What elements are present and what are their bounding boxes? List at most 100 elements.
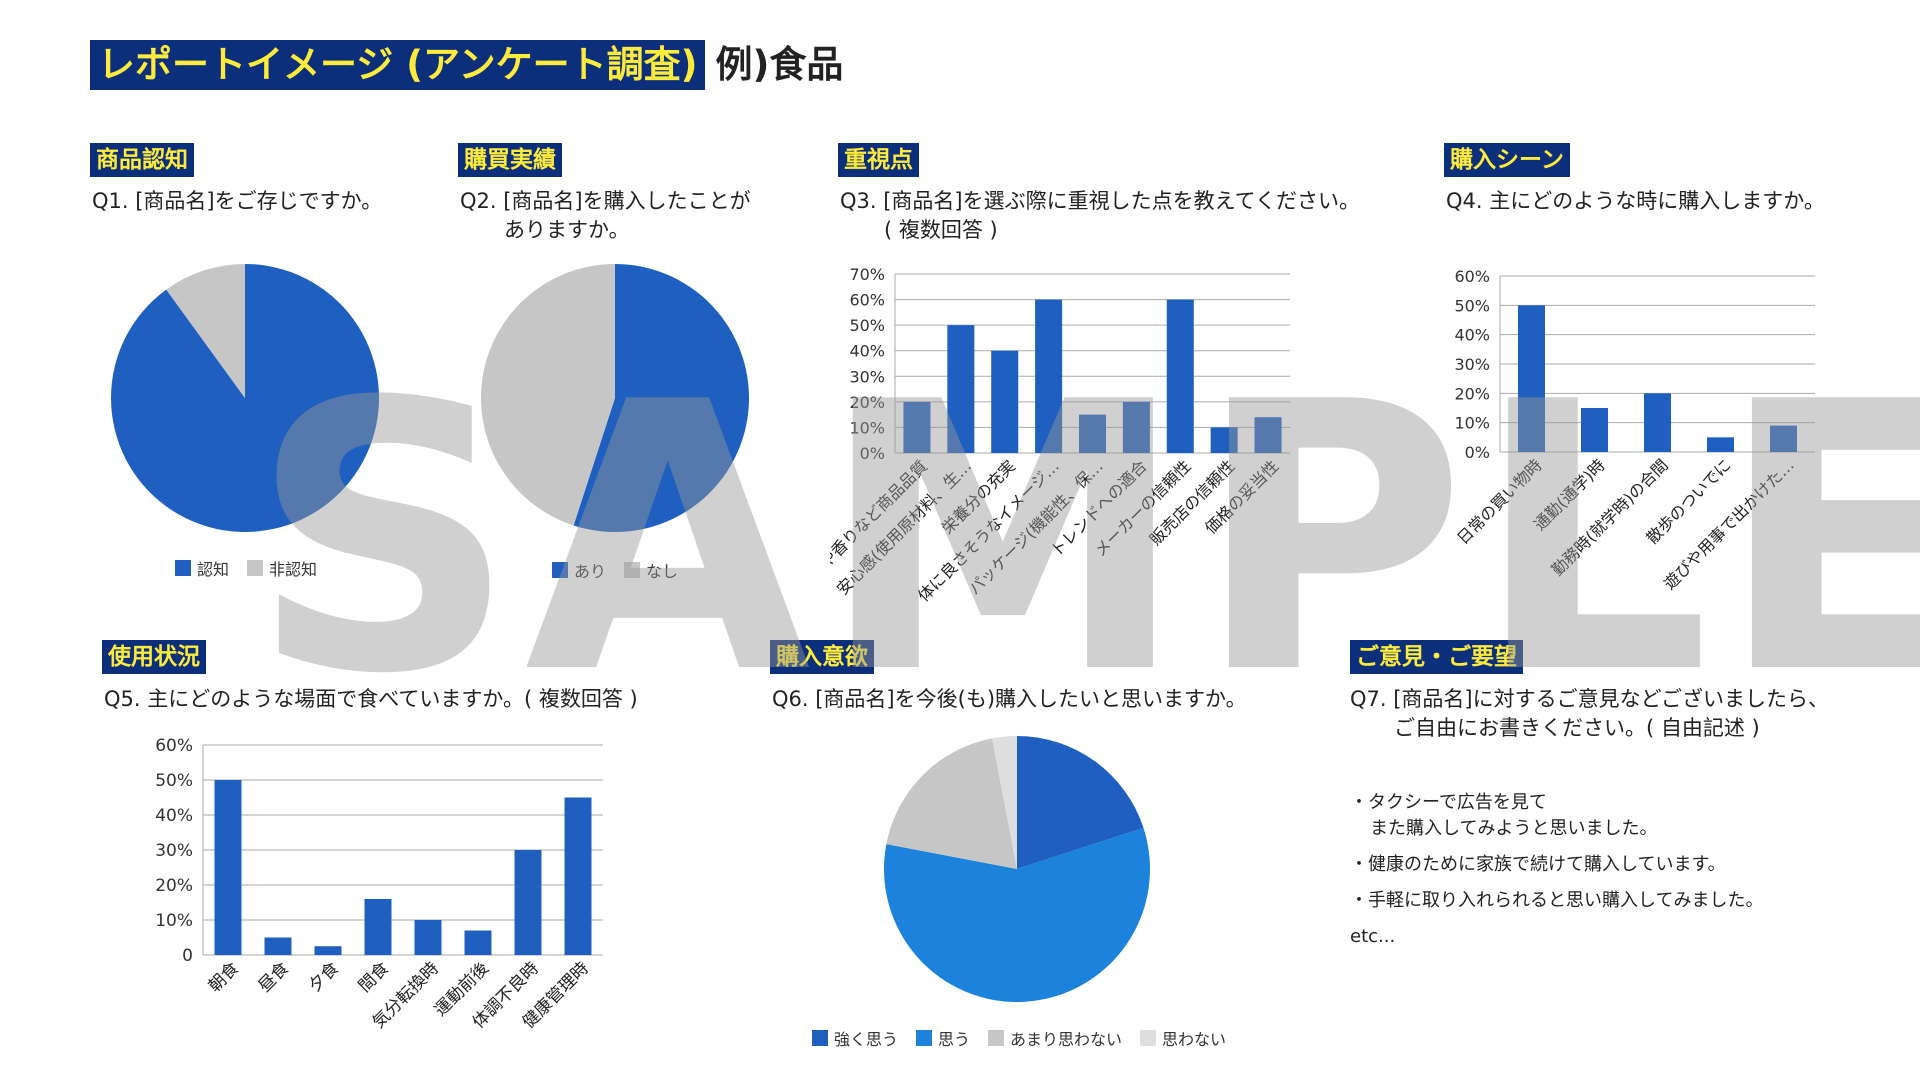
page-title: レポートイメージ (アンケート調査) 例)食品 xyxy=(90,40,843,90)
bar xyxy=(1518,305,1545,452)
legend-item: あり xyxy=(552,558,606,582)
y-tick-label: 50% xyxy=(849,316,885,335)
question-q7-line1: Q7. [商品名]に対するご意見などございましたら、 xyxy=(1350,687,1829,711)
y-tick-label: 0% xyxy=(860,444,885,463)
legend-swatch xyxy=(624,562,641,578)
comment-item: ・タクシーで広告を見て また購入してみようと思いました。 xyxy=(1350,790,1763,842)
x-tick-label: 遊びや用事で出かけた… xyxy=(1660,455,1798,593)
legend-label: あり xyxy=(574,562,607,581)
question-q4: Q4. 主にどのような時に購入しますか。 xyxy=(1446,189,1825,213)
y-tick-label: 30% xyxy=(1454,355,1490,374)
section-label-q2: 購買実績 xyxy=(458,143,562,177)
bar xyxy=(1254,417,1282,453)
section-label-q4: 購入シーン xyxy=(1444,143,1570,177)
legend-label: 強く思う xyxy=(834,1030,899,1049)
pie-chart-q2 xyxy=(481,264,750,532)
legend-label: 認知 xyxy=(197,560,230,579)
question-q2-line1: Q2. [商品名]を購入したことが xyxy=(460,189,751,213)
pie-slice xyxy=(886,738,1017,869)
legend-label: 思わない xyxy=(1162,1030,1227,1049)
bar xyxy=(514,850,542,955)
bar xyxy=(1707,437,1734,452)
x-tick-label: 昼食 xyxy=(255,958,293,996)
y-tick-label: 0 xyxy=(182,946,193,966)
bar xyxy=(1644,393,1671,452)
legend-swatch xyxy=(812,1030,828,1046)
section-label-q1: 商品認知 xyxy=(90,143,194,177)
legend-swatch xyxy=(552,562,568,578)
x-tick-label: 間食 xyxy=(355,958,393,996)
y-tick-label: 30% xyxy=(849,367,885,386)
question-q2: Q2. [商品名]を購入したことが ありますか。 xyxy=(460,187,751,245)
bar xyxy=(314,946,342,955)
legend-swatch xyxy=(247,560,264,576)
bar xyxy=(1210,427,1238,453)
legend-label: なし xyxy=(646,562,679,581)
x-tick-label: 勤務時(就学時)の合間 xyxy=(1548,455,1672,579)
legend-swatch xyxy=(988,1030,1005,1046)
legend-swatch xyxy=(175,560,191,576)
question-q6: Q6. [商品名]を今後(も)購入したいと思いますか。 xyxy=(772,687,1247,711)
legend-label: 非認知 xyxy=(269,560,318,579)
y-tick-label: 40% xyxy=(155,806,193,826)
question-q7: Q7. [商品名]に対するご意見などございましたら、 ご自由にお書きください。(… xyxy=(1350,685,1829,743)
pie-chart-q1 xyxy=(110,264,380,532)
page-title-highlight: レポートイメージ (アンケート調査) xyxy=(90,40,706,90)
y-tick-label: 70% xyxy=(849,265,885,284)
bar xyxy=(1770,425,1797,452)
comment-list: ・タクシーで広告を見て また購入してみようと思いました。 ・健康のために家族で続… xyxy=(1350,790,1763,950)
comment-line: ・手軽に取り入れられると思い購入してみました。 xyxy=(1350,890,1764,911)
bar-chart-q5: 010%20%30%40%50%60%朝食 昼食 夕食 間食気分転換時運動前後体調不良… xyxy=(155,736,603,1033)
y-tick-label: 60% xyxy=(1454,267,1490,286)
bar xyxy=(564,797,592,955)
question-q2-line2: ありますか。 xyxy=(504,218,630,242)
comment-etc: etc... xyxy=(1350,926,1396,947)
bar xyxy=(264,937,292,955)
y-tick-label: 20% xyxy=(1454,384,1490,403)
question-q7-line2: ご自由にお書きください。( 自由記述 ) xyxy=(1394,716,1760,740)
y-tick-label: 40% xyxy=(1454,326,1490,345)
bar-chart-q3: 0%10%20%30%40%50%60%70%味や香りなど商品品質安心感(使用原… xyxy=(830,265,1290,605)
comment-line: また購入してみようと思いました。 xyxy=(1370,818,1658,839)
y-tick-label: 60% xyxy=(849,291,885,310)
y-tick-label: 60% xyxy=(155,736,193,756)
comment-line: ・健康のために家族で続けて購入しています。 xyxy=(1350,854,1726,875)
legend-item: 非認知 xyxy=(247,556,317,580)
bar xyxy=(1035,299,1063,453)
bar xyxy=(1581,408,1608,452)
question-q3: Q3. [商品名]を選ぶ際に重視した点を教えてください。 ( 複数回答 ) xyxy=(840,187,1360,245)
y-tick-label: 30% xyxy=(155,841,193,861)
question-q3-line1: Q3. [商品名]を選ぶ際に重視した点を教えてください。 xyxy=(840,189,1360,213)
legend-q6: 強く思う 思う あまり思わない 思わない xyxy=(812,1026,1244,1050)
pie-chart-q6 xyxy=(884,736,1150,1002)
pie-slice xyxy=(573,264,750,532)
bar xyxy=(414,920,442,955)
bar xyxy=(947,325,975,453)
y-tick-label: 10% xyxy=(849,418,885,437)
section-label-q3: 重視点 xyxy=(838,143,919,177)
bar xyxy=(1079,414,1106,453)
question-q3-line2: ( 複数回答 ) xyxy=(884,218,998,242)
legend-item: 思う xyxy=(916,1026,970,1050)
page-title-rest: 例)食品 xyxy=(715,43,844,86)
section-label-q7: ご意見・ご要望 xyxy=(1350,640,1523,674)
bar xyxy=(1166,299,1194,453)
bar xyxy=(903,401,931,453)
section-label-q5: 使用状況 xyxy=(102,640,206,674)
comment-item: ・健康のために家族で続けて購入しています。 xyxy=(1350,852,1763,878)
legend-label: あまり思わない xyxy=(1010,1030,1123,1049)
legend-swatch xyxy=(1140,1030,1157,1046)
question-q1: Q1. [商品名]をご存じですか。 xyxy=(92,189,383,213)
legend-label: 思う xyxy=(938,1030,971,1049)
y-tick-label: 10% xyxy=(155,911,193,931)
y-tick-label: 20% xyxy=(849,393,885,412)
y-tick-label: 40% xyxy=(849,342,885,361)
bar-chart-q4: 0%10%20%30%40%50%60%日常の買い物時通勤(通学)時勤務時(就学… xyxy=(1453,267,1815,593)
pie-slice xyxy=(166,264,245,398)
bar xyxy=(991,350,1019,453)
y-tick-label: 50% xyxy=(1454,296,1490,315)
legend-swatch xyxy=(916,1030,933,1046)
x-tick-label: 夕食 xyxy=(305,958,343,996)
legend-item: 思わない xyxy=(1140,1026,1226,1050)
legend-q1: 認知 非認知 xyxy=(175,556,335,580)
